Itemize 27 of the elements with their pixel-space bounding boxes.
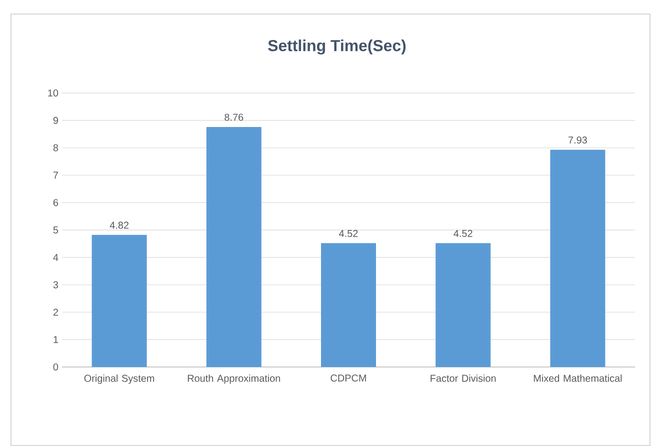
bar <box>206 126 262 367</box>
y-tick-label: 3 <box>53 281 58 288</box>
bar <box>550 150 606 367</box>
y-tick-label: 2 <box>53 308 58 316</box>
y-tick-label: 1 <box>54 336 58 344</box>
y-tick-label: 5 <box>53 226 58 234</box>
data-label: 8.76 <box>224 114 244 121</box>
x-tick-label: CDPCM <box>330 374 366 382</box>
data-label: 4.82 <box>110 222 128 229</box>
x-tick-label: Mixed Mathematical <box>534 374 622 382</box>
y-tick-label: 7 <box>53 172 58 179</box>
bar <box>320 243 376 367</box>
bar <box>436 243 491 367</box>
y-tick-label: 6 <box>53 199 58 206</box>
y-tick-label: 10 <box>48 89 58 97</box>
data-label: 4.52 <box>454 230 472 237</box>
x-tick-label: Original System <box>84 374 154 384</box>
y-tick-label: 0 <box>53 363 58 371</box>
y-tick-label: 4 <box>53 254 58 261</box>
data-label: 4.52 <box>339 230 358 237</box>
data-label: 7.93 <box>568 136 587 144</box>
chart-title: Settling Time(Sec) <box>268 40 406 54</box>
y-tick-label: 8 <box>53 144 58 152</box>
x-tick-label: Factor Division <box>430 374 496 382</box>
bar <box>92 234 147 367</box>
y-tick-label: 9 <box>53 116 58 124</box>
x-tick-label: Routh Approximation <box>188 374 280 384</box>
